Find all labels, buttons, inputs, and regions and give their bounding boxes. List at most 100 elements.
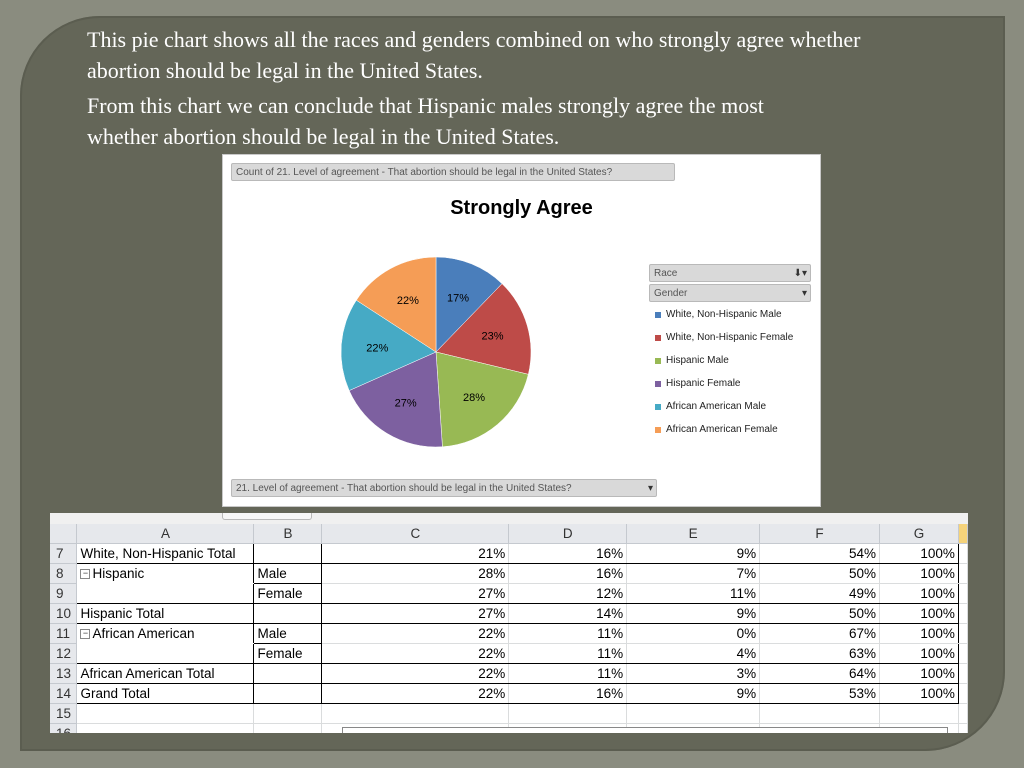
table-cell[interactable] <box>626 703 761 724</box>
table-cell[interactable]: 11% <box>508 663 628 684</box>
pie-slice[interactable] <box>435 256 503 353</box>
table-cell[interactable]: 53% <box>759 683 880 704</box>
table-cell[interactable]: 100% <box>879 643 959 664</box>
table-cell[interactable] <box>253 703 323 724</box>
collapse-icon[interactable]: − <box>80 629 91 640</box>
table-cell[interactable]: 100% <box>879 623 959 644</box>
table-cell[interactable]: 27% <box>321 583 510 604</box>
table-cell[interactable]: 16% <box>508 543 628 564</box>
table-cell[interactable]: 3% <box>626 663 761 684</box>
column-header[interactable]: C <box>321 524 510 544</box>
table-cell[interactable]: 22% <box>321 623 510 644</box>
table-cell[interactable]: 100% <box>879 543 959 564</box>
row-header[interactable]: 7 <box>50 543 78 564</box>
column-header[interactable]: D <box>508 524 628 544</box>
table-cell[interactable]: 16% <box>508 683 628 704</box>
table-cell[interactable]: 54% <box>759 543 880 564</box>
select-all-corner[interactable] <box>50 524 78 544</box>
table-cell[interactable]: − Hispanic <box>76 563 255 584</box>
table-cell[interactable]: 21% <box>321 543 510 564</box>
table-cell[interactable]: 22% <box>321 643 510 664</box>
table-cell[interactable]: 63% <box>759 643 880 664</box>
collapse-icon[interactable]: − <box>80 569 91 580</box>
table-cell[interactable] <box>958 543 968 564</box>
table-cell[interactable] <box>879 703 959 724</box>
column-header[interactable]: E <box>626 524 761 544</box>
table-cell[interactable]: Male <box>253 563 323 584</box>
column-header[interactable]: A <box>76 524 255 544</box>
table-cell[interactable]: 14% <box>508 603 628 624</box>
row-header[interactable]: 15 <box>50 703 78 724</box>
table-cell[interactable] <box>253 663 323 684</box>
table-cell[interactable]: 100% <box>879 663 959 684</box>
table-cell[interactable]: 16% <box>508 563 628 584</box>
table-cell[interactable] <box>958 683 968 704</box>
table-cell[interactable]: African American Total <box>76 663 255 684</box>
filter-icon[interactable]: ⬇▾ <box>793 268 807 279</box>
table-cell[interactable] <box>958 723 968 733</box>
table-cell[interactable]: 100% <box>879 583 959 604</box>
table-cell[interactable] <box>958 703 968 724</box>
row-header[interactable]: 14 <box>50 683 78 704</box>
table-cell[interactable]: Male <box>253 623 323 644</box>
table-cell[interactable] <box>253 603 323 624</box>
table-cell[interactable] <box>76 723 255 733</box>
table-cell[interactable] <box>759 703 880 724</box>
table-cell[interactable]: 50% <box>759 603 880 624</box>
table-cell[interactable] <box>958 583 968 604</box>
count-field-button[interactable]: Count of 21. Level of agreement - That a… <box>231 163 675 181</box>
table-cell[interactable] <box>321 703 510 724</box>
spreadsheet[interactable]: A B C D E F G 7 White, Non-Hispanic Total… <box>50 513 968 733</box>
table-cell[interactable] <box>958 643 968 664</box>
table-cell[interactable] <box>253 723 323 733</box>
race-field-button[interactable]: Race ⬇▾ <box>649 264 811 282</box>
spreadsheet-grid[interactable]: A B C D E F G 7 White, Non-Hispanic Total… <box>50 524 968 733</box>
row-header[interactable]: 8 <box>50 563 78 584</box>
filter-icon[interactable]: ▾ <box>801 288 807 299</box>
table-cell[interactable]: Hispanic Total <box>76 603 255 624</box>
table-cell[interactable] <box>958 563 968 584</box>
table-cell[interactable]: 0% <box>626 623 761 644</box>
pivot-chart[interactable]: Count of 21. Level of agreement - That a… <box>222 154 821 507</box>
pie-slice[interactable] <box>348 351 443 448</box>
agreement-filter-button[interactable]: 21. Level of agreement - That abortion s… <box>231 479 657 497</box>
table-cell[interactable] <box>958 663 968 684</box>
gender-field-button[interactable]: Gender ▾ <box>649 284 811 302</box>
table-cell[interactable]: 27% <box>321 603 510 624</box>
table-cell[interactable] <box>253 683 323 704</box>
column-header-extra[interactable] <box>958 524 968 544</box>
table-cell[interactable]: 100% <box>879 603 959 624</box>
row-header[interactable]: 9 <box>50 583 78 604</box>
table-cell[interactable] <box>76 643 255 664</box>
table-cell[interactable]: 67% <box>759 623 880 644</box>
pie-slice[interactable] <box>340 299 437 391</box>
row-header[interactable]: 16 <box>50 723 78 733</box>
column-header[interactable]: F <box>759 524 880 544</box>
table-cell[interactable]: Grand Total <box>76 683 255 704</box>
table-cell[interactable]: 22% <box>321 683 510 704</box>
row-header[interactable]: 11 <box>50 623 78 644</box>
row-header[interactable]: 12 <box>50 643 78 664</box>
table-cell[interactable]: 28% <box>321 563 510 584</box>
pie-slice[interactable] <box>355 256 437 353</box>
table-cell[interactable]: 11% <box>508 643 628 664</box>
pie-slice[interactable] <box>435 283 532 375</box>
filter-icon[interactable]: ▾ <box>647 483 653 494</box>
column-header[interactable]: B <box>253 524 323 544</box>
column-header[interactable]: G <box>879 524 959 544</box>
table-cell[interactable] <box>958 603 968 624</box>
table-cell[interactable]: 9% <box>626 543 761 564</box>
table-cell[interactable]: 11% <box>508 623 628 644</box>
table-cell[interactable]: 11% <box>626 583 761 604</box>
table-cell[interactable]: − African American <box>76 623 255 644</box>
table-cell[interactable]: 50% <box>759 563 880 584</box>
table-cell[interactable]: 64% <box>759 663 880 684</box>
pie-slice[interactable] <box>435 351 529 448</box>
table-cell[interactable]: 12% <box>508 583 628 604</box>
table-cell[interactable] <box>253 543 323 564</box>
table-cell[interactable]: 9% <box>626 603 761 624</box>
table-cell[interactable]: White, Non-Hispanic Total <box>76 543 255 564</box>
row-header[interactable]: 10 <box>50 603 78 624</box>
table-cell[interactable]: 4% <box>626 643 761 664</box>
table-cell[interactable]: Female <box>253 583 323 604</box>
